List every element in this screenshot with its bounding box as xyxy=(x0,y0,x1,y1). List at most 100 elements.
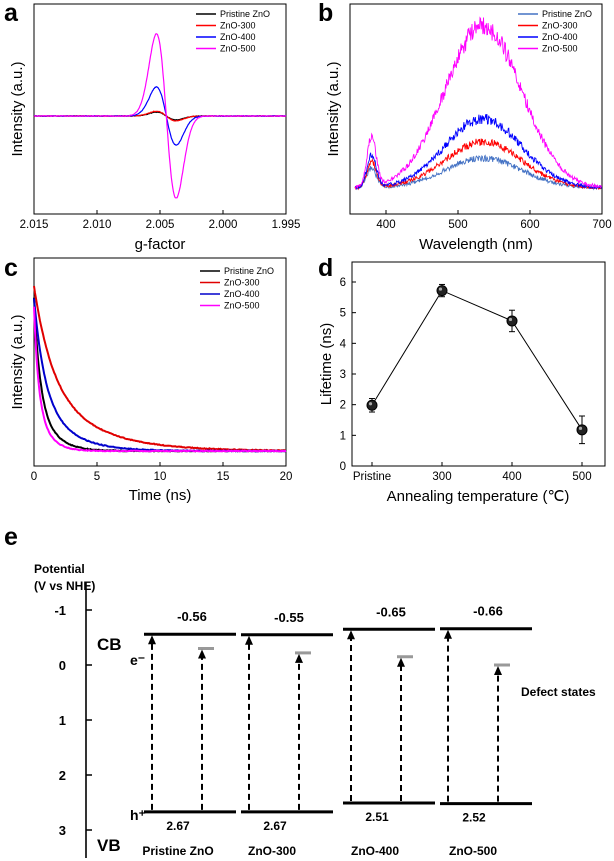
y-tick-label: 1 xyxy=(59,713,66,728)
electron-label: e⁻ xyxy=(130,652,145,668)
arrow-head xyxy=(245,635,253,645)
x-tick-label: 0 xyxy=(31,471,37,483)
legend-label: ZnO-300 xyxy=(542,21,578,31)
x-tick-label: 400 xyxy=(502,471,521,483)
panel-c-ylabel: Intensity (a.u.) xyxy=(9,314,26,409)
legend-label: ZnO-300 xyxy=(220,21,256,31)
panel-e-ticks: -1 0 1 2 3 xyxy=(54,603,92,838)
series-line-3 xyxy=(33,33,287,199)
x-tick-label: 15 xyxy=(217,471,230,483)
panel-b-frame xyxy=(349,3,603,215)
panel-a-series xyxy=(33,33,287,199)
arrow-head xyxy=(494,666,502,675)
x-tick-label: 700 xyxy=(592,219,611,231)
panel-d: d 0 1 2 3 4 5 6 Pristine 300 400 500 Annealing tem… xyxy=(318,254,606,505)
panel-b-series xyxy=(354,16,603,191)
panel-e-ylabel-line2: (V vs NHE) xyxy=(34,579,95,593)
hole-label: h⁺ xyxy=(130,807,146,823)
panel-b: b 400 500 600 700 Wavelength (nm) Intensity… xyxy=(318,0,612,253)
data-point-highlight xyxy=(438,287,443,291)
panel-b-ylabel: Intensity (a.u.) xyxy=(325,61,342,156)
cb-value: -0.56 xyxy=(177,609,207,624)
panel-e: e Potential (V vs NHE) -1 0 1 2 3 CB VB e⁻ h… xyxy=(4,523,596,858)
vb-value: 2.51 xyxy=(365,810,389,824)
data-point xyxy=(366,399,378,411)
panel-a-ylabel: Intensity (a.u.) xyxy=(9,61,26,156)
panel-label-d: d xyxy=(318,254,333,282)
sample-name: ZnO-400 xyxy=(351,844,399,858)
x-tick-label: 500 xyxy=(448,219,467,231)
y-tick-label: 2 xyxy=(340,400,346,412)
data-point-highlight xyxy=(578,426,583,430)
arrow-head xyxy=(295,653,303,663)
panel-label-a: a xyxy=(4,0,19,27)
series-line-3 xyxy=(354,16,603,190)
panel-c-ticks: 0 5 10 15 20 xyxy=(31,462,293,483)
vb-value: 2.52 xyxy=(462,811,486,825)
cb-value: -0.66 xyxy=(473,604,503,619)
panel-b-ticks: 400 500 600 700 xyxy=(376,210,612,231)
x-tick-label: 400 xyxy=(376,219,395,231)
sample-name: Pristine ZnO xyxy=(142,844,213,858)
cb-value: -0.65 xyxy=(376,604,406,619)
legend-label: Pristine ZnO xyxy=(224,266,274,276)
panel-d-ticks: 0 1 2 3 4 5 6 Pristine 300 400 500 xyxy=(340,277,592,483)
legend-label: ZnO-400 xyxy=(224,289,260,299)
panel-a-xlabel: g-factor xyxy=(135,236,186,253)
y-tick-label: 5 xyxy=(340,308,346,320)
arrow-head xyxy=(148,635,156,645)
legend-label: Pristine ZnO xyxy=(220,9,270,19)
legend-label: ZnO-400 xyxy=(542,32,578,42)
panel-label-b: b xyxy=(318,0,333,27)
panel-c: c 0 5 10 15 20 Time (ns) Intensity (a.u.) Pr… xyxy=(4,254,292,504)
legend-label: ZnO-500 xyxy=(224,301,260,311)
y-tick-label: 2 xyxy=(59,768,66,783)
y-tick-label: 1 xyxy=(340,430,346,442)
panel-e-ylabel-line1: Potential xyxy=(34,562,85,576)
vb-value: 2.67 xyxy=(263,819,287,833)
legend-label: ZnO-300 xyxy=(224,278,260,288)
x-tick-label: 20 xyxy=(280,471,293,483)
panel-c-xlabel: Time (ns) xyxy=(129,487,192,504)
cb-label: CB xyxy=(97,635,122,654)
vb-label: VB xyxy=(97,836,121,855)
arrow-head xyxy=(198,649,206,659)
x-tick-label: 2.010 xyxy=(83,219,112,231)
sample-name: ZnO-300 xyxy=(248,844,296,858)
arrow-head xyxy=(397,657,405,667)
vb-value: 2.67 xyxy=(166,819,190,833)
x-tick-label: 2.005 xyxy=(146,219,175,231)
x-tick-label: 5 xyxy=(94,471,100,483)
panel-a-ticks: 2.015 2.010 2.005 2.000 1.995 xyxy=(20,210,300,231)
legend-label: ZnO-500 xyxy=(220,44,256,54)
panel-d-series xyxy=(366,283,588,445)
data-point xyxy=(506,315,518,327)
arrow-head xyxy=(444,629,452,639)
data-point-highlight xyxy=(368,402,373,406)
x-tick-label: 2.015 xyxy=(20,219,49,231)
series-line-3 xyxy=(33,306,287,453)
panel-d-xlabel: Annealing temperature (℃) xyxy=(387,488,570,505)
sample-name: ZnO-500 xyxy=(449,844,497,858)
lifetime-line xyxy=(371,289,583,431)
x-tick-label: Pristine xyxy=(353,471,391,483)
series-line-2 xyxy=(354,113,603,191)
series-line-2 xyxy=(33,298,287,453)
panel-label-c: c xyxy=(4,254,18,282)
panel-label-e: e xyxy=(4,523,18,551)
x-tick-label: 500 xyxy=(572,471,591,483)
legend-label: ZnO-500 xyxy=(542,44,578,54)
x-tick-label: 600 xyxy=(520,219,539,231)
panel-d-ylabel: Lifetime (ns) xyxy=(318,323,335,406)
y-tick-label: 0 xyxy=(59,658,66,673)
y-tick-label: 3 xyxy=(340,369,346,381)
x-tick-label: 10 xyxy=(154,471,167,483)
y-tick-label: 6 xyxy=(340,277,346,289)
legend-label: Pristine ZnO xyxy=(542,9,592,19)
data-point-highlight xyxy=(508,317,513,322)
data-point xyxy=(576,424,588,436)
panel-a: a 2.015 2.010 2.005 2.000 1.995 g-factor Int… xyxy=(4,0,300,253)
